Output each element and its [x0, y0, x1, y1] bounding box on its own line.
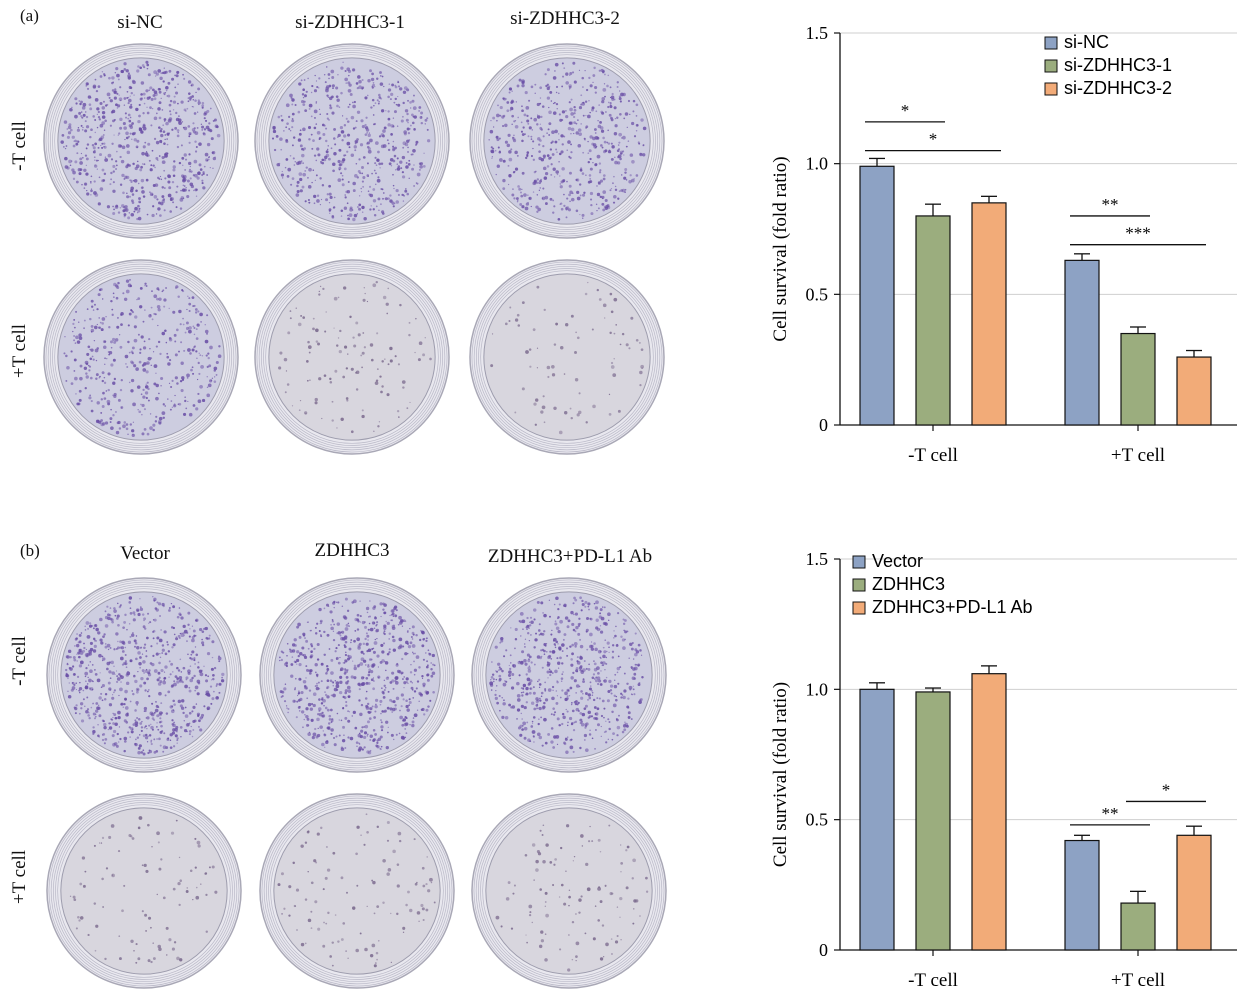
bar — [1176, 356, 1212, 426]
colony-dish — [254, 43, 450, 239]
y-tick-label: 1.5 — [806, 549, 829, 569]
colony-dish — [46, 577, 242, 773]
legend-label: ZDHHC3 — [872, 574, 945, 594]
x-tick-label: +T cell — [1111, 445, 1165, 466]
y-tick-label: 1.0 — [806, 679, 829, 699]
legend-swatch — [1044, 36, 1058, 50]
legend-label: si-ZDHHC3-1 — [1064, 55, 1172, 75]
bar — [859, 688, 895, 951]
colony-dish — [43, 43, 239, 239]
bar — [859, 165, 895, 426]
y-axis-label: Cell survival (fold ratio) — [770, 156, 791, 341]
colony-dish — [259, 577, 455, 773]
y-tick-label: 1.5 — [806, 23, 829, 43]
panel-b-col-label-1: Vector — [120, 543, 170, 564]
bar — [1064, 839, 1100, 951]
bar — [971, 202, 1007, 426]
significance-label: * — [901, 101, 910, 120]
significance-label: ** — [1102, 195, 1119, 214]
bar — [1176, 834, 1212, 951]
significance-label: * — [929, 130, 938, 149]
legend-swatch — [1044, 59, 1058, 73]
panel-a-label: (a) — [20, 6, 39, 25]
y-tick-label: 0 — [819, 415, 828, 435]
panel-a-col-label-1: si-NC — [117, 12, 163, 33]
legend-swatch — [852, 555, 866, 569]
colony-dish — [469, 43, 665, 239]
colony-dish — [469, 259, 665, 455]
y-axis-label: Cell survival (fold ratio) — [770, 682, 791, 867]
y-tick-label: 0.5 — [806, 810, 829, 830]
colony-dish — [471, 793, 667, 989]
panel-a-col-label-2: si-ZDHHC3-1 — [295, 12, 405, 33]
bar — [1064, 259, 1100, 426]
colony-dish — [254, 259, 450, 455]
chart-b: 0 0.5 1.0 1.5 Cell survival (fold ratio) -T c… — [770, 549, 1237, 991]
significance-label: ** — [1102, 804, 1119, 823]
bar — [915, 215, 951, 426]
colony-dish — [43, 259, 239, 455]
colony-dish — [259, 793, 455, 989]
bar — [971, 673, 1007, 951]
y-tick-label: 1.0 — [806, 154, 829, 174]
colony-dish — [46, 793, 242, 989]
x-tick-label: +T cell — [1111, 970, 1165, 991]
legend-label: ZDHHC3+PD-L1 Ab — [872, 597, 1033, 617]
legend-swatch — [852, 578, 866, 592]
legend-label: si-NC — [1064, 32, 1109, 52]
y-tick-label: 0 — [819, 940, 828, 960]
legend-label: Vector — [872, 551, 923, 571]
bar — [1120, 332, 1156, 426]
panel-b-col-label-3: ZDHHC3+PD-L1 Ab — [487, 546, 653, 567]
significance-label: * — [1162, 780, 1171, 799]
colony-dish — [471, 577, 667, 773]
significance-label: *** — [1125, 224, 1151, 243]
panel-a-col-label-3: si-ZDHHC3-2 — [510, 8, 620, 29]
panel-b-label: (b) — [20, 541, 40, 560]
x-tick-label: -T cell — [908, 445, 958, 466]
chart-a: 0 0.5 1.0 1.5 Cell survival (fold ratio) -T c… — [770, 23, 1237, 466]
legend-label: si-ZDHHC3-2 — [1064, 78, 1172, 98]
x-tick-label: -T cell — [908, 970, 958, 991]
legend-swatch — [852, 601, 866, 615]
y-tick-label: 0.5 — [806, 284, 829, 304]
panel-b-col-label-2: ZDHHC3 — [314, 540, 390, 561]
bar — [1120, 902, 1156, 951]
legend-swatch — [1044, 82, 1058, 96]
bar — [915, 691, 951, 951]
